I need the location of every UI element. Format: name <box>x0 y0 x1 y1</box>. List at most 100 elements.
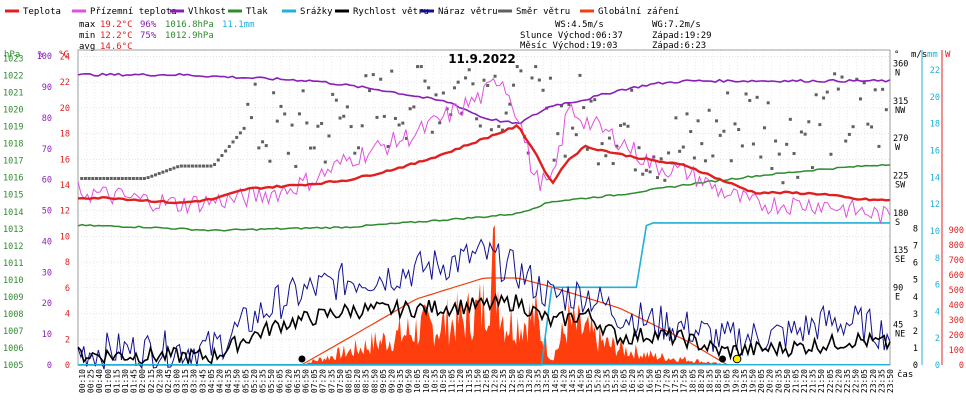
wind-dir-point <box>648 170 652 174</box>
tick-c: 20 <box>60 104 70 114</box>
wind-dir-point <box>574 133 578 137</box>
tick-time: 17:20 <box>663 369 672 393</box>
wind-dir-point <box>777 152 781 156</box>
wind-dir-point <box>416 65 420 69</box>
wind-dir-point <box>600 142 604 146</box>
tick-time: 06:05 <box>276 369 285 393</box>
wind-dir-point <box>419 65 423 69</box>
wind-dir-point <box>729 159 733 163</box>
wind-dir-point <box>799 130 803 134</box>
stat-min-hum: 75% <box>140 31 157 41</box>
wind-dir-point <box>368 89 372 93</box>
wind-dir-point <box>593 98 597 102</box>
wind-dir-point <box>408 107 412 111</box>
tick-time: 17:35 <box>671 369 680 393</box>
stat-max-temp: 19.2°C <box>100 20 133 30</box>
tick-hpa: 1006 <box>3 344 23 354</box>
tick-time: 00:10 <box>78 369 87 393</box>
wind-dir-point <box>582 106 586 110</box>
tick-w: 600 <box>949 271 964 281</box>
tick-mm: 22 <box>930 66 940 76</box>
tick-time: 23:05 <box>860 369 869 393</box>
wind-dir-point <box>205 164 209 168</box>
tick-time: 19:50 <box>748 369 757 393</box>
stat-max-hum: 96% <box>140 20 157 30</box>
wind-dir-point <box>707 108 711 112</box>
tick-hpa: 1013 <box>3 225 23 235</box>
wind-dir-point <box>290 123 294 127</box>
tick-time: 04:35 <box>224 369 233 393</box>
wind-dir-point <box>106 176 110 180</box>
wind-dir-point <box>342 114 346 118</box>
tick-time: 21:05 <box>791 369 800 393</box>
tick-time: 08:05 <box>344 369 353 393</box>
tick-time: 17:05 <box>654 369 663 393</box>
wind-dir-point <box>117 176 121 180</box>
tick-mm: 0 <box>935 361 940 371</box>
tick-c: 24 <box>60 52 70 62</box>
wind-dir-point <box>264 144 268 148</box>
legend-label: Teplota <box>23 7 61 17</box>
tick-pct: 100 <box>37 52 52 62</box>
wind-dir-point <box>464 76 468 80</box>
tick-time: 11:50 <box>473 369 482 393</box>
wind-dir-point <box>781 181 785 185</box>
tick-time: 15:50 <box>611 369 620 393</box>
wind-dir-point <box>630 88 634 92</box>
moonrise-marker <box>719 355 727 363</box>
wind-dir-point <box>305 121 309 125</box>
wind-dir-point <box>766 101 770 105</box>
tick-time: 16:50 <box>645 369 654 393</box>
wind-dir-point <box>379 77 383 81</box>
wind-dir-point <box>814 93 818 97</box>
tick-deg: 90 <box>893 283 903 293</box>
tick-time: 07:35 <box>327 369 336 393</box>
wind-dir-point <box>456 80 460 84</box>
wind-dir-point <box>131 176 135 180</box>
tick-time: 23:35 <box>877 369 886 393</box>
wind-dir-point <box>146 176 150 180</box>
wind-dir-point <box>785 142 789 146</box>
sun-set: Západ:19:29 <box>652 31 712 41</box>
stat-avg-label: avg <box>79 42 95 52</box>
wind-dir-point <box>360 124 364 128</box>
tick-c: 14 <box>60 181 70 191</box>
tick-time: 13:35 <box>534 369 543 393</box>
wind-dir-point <box>552 158 556 162</box>
unit-hpa: hPa <box>4 50 20 60</box>
wind-dir-point <box>733 122 737 126</box>
tick-hpa: 1023 <box>3 55 23 65</box>
wind-dir-point <box>294 164 298 168</box>
tick-ms: 3 <box>913 310 918 320</box>
wind-dir-point <box>607 136 611 140</box>
tick-time: 05:20 <box>250 369 259 393</box>
x-axis-label: čas <box>897 369 913 380</box>
tick-time: 09:05 <box>379 369 388 393</box>
tick-time: 03:45 <box>198 369 207 393</box>
tick-pct: 80 <box>42 114 52 124</box>
wind-dir-point <box>430 130 434 134</box>
tick-time: 19:20 <box>731 369 740 393</box>
wind-dir-point <box>556 132 560 136</box>
wind-dir-point <box>858 97 862 101</box>
tick-w: 400 <box>949 301 964 311</box>
tick-time: 21:20 <box>800 369 809 393</box>
tick-time: 01:30 <box>121 369 130 393</box>
wind-dir-point <box>530 76 534 80</box>
tick-time: 09:50 <box>405 369 414 393</box>
tick-w: 100 <box>949 346 964 356</box>
wind-dir-point <box>194 164 198 168</box>
tick-dir: W <box>895 143 901 153</box>
wind-dir-point <box>873 88 877 92</box>
moon-set: Západ:6:23 <box>652 41 706 51</box>
wind-dir-point <box>357 146 361 150</box>
wind-dir-point <box>242 126 246 130</box>
wind-dir-point <box>825 90 829 94</box>
wind-dir-point <box>286 151 290 155</box>
tick-time: 18:50 <box>714 369 723 393</box>
wind-dir-point <box>748 99 752 103</box>
tick-time: 02:30 <box>155 369 164 393</box>
tick-time: 06:50 <box>301 369 310 393</box>
tick-time: 12:05 <box>482 369 491 393</box>
sun-rise: Slunce Východ:06:37 <box>520 31 623 41</box>
